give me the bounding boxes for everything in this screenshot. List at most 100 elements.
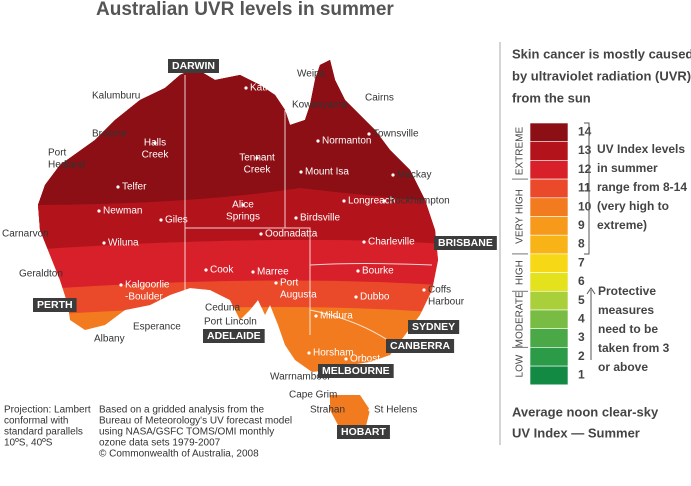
town-dot [13,272,17,276]
place-label: Kalgoorlie [125,280,170,291]
town-dot [382,199,386,203]
projection-note: 10ºS, 40ºS [4,438,53,449]
legend-swatch [529,141,569,161]
town-dot [102,241,106,245]
town-dot [342,199,346,203]
legend-swatch [529,216,569,236]
town-dot [354,295,358,299]
town-dot [307,351,311,355]
town-dot [367,132,371,136]
projection-note: standard parallels [4,427,83,438]
legend-swatch [529,328,569,348]
title: Australian UVR levels in summer [96,0,394,20]
legend-value: 4 [578,312,585,326]
place-label: Springs [226,212,260,223]
place-label: Port [280,278,299,289]
legend: Skin cancer is mostly caused by ultraviol… [512,46,691,440]
place-label: Newman [103,206,142,217]
source-note: ozone data sets 1979-2007 [99,438,221,449]
places: Kalumburu Katherine Weipa Kowanyama Cairns Br… [2,69,465,416]
legend-swatch [529,234,569,255]
capital-label: HOBART [341,426,386,438]
place-label: Kowanyama [292,100,347,111]
town-dot [241,203,245,207]
legend-swatch [529,365,569,386]
range-note: (very high to [597,199,669,213]
legend-value: 7 [578,255,585,269]
town-dot [274,281,278,285]
capital-label: DARWIN [172,60,215,72]
town-dot [422,288,426,292]
place-label: Mount Isa [305,167,349,178]
place-label: Bourke [362,266,394,277]
town-dot [316,139,320,143]
legend-swatch [529,178,569,199]
place-label: Tennant [239,153,275,164]
legend-caption: UV Index — Summer [512,425,640,440]
place-label: Halls [144,138,166,149]
place-label: Mildura [320,311,353,322]
place-label: Port Lincoln [204,317,257,328]
place-label: Birdsville [300,213,340,224]
place-label: Dubbo [360,292,390,303]
town-dot [88,337,92,341]
place-label: Broome [92,129,127,140]
capital-box [386,339,455,353]
state-borders [184,75,433,346]
protect-note: measures [598,303,654,317]
range-note: UV Index levels [597,142,685,156]
town-dot [42,151,46,155]
town-dot [259,232,263,236]
projection-note: conformal with [4,416,68,427]
place-label: Coffs [428,285,451,296]
place-label: Marree [257,267,289,278]
place-label: Orbost [350,354,380,365]
place-label: Creek [244,165,272,176]
capital-box [203,329,265,343]
place-label: Giles [165,215,188,226]
place-label: Harbour [428,297,465,308]
place-label: Telfer [122,182,147,193]
town-dot [294,216,298,220]
capital-box [318,364,394,378]
brackets [584,122,596,360]
place-label: Cairns [365,93,394,104]
source-note: using NASA/GSFC TOMS/OMI monthly [99,427,274,438]
legend-swatch [529,272,569,292]
town-dot [153,141,157,145]
capital-label: PERTH [37,299,73,311]
place-label: Hedland [48,160,85,171]
legend-value: 12 [578,162,592,176]
legend-swatch [529,290,569,311]
legend-heading: by ultraviolet radiation (UVR) [512,68,691,83]
capital-box [408,320,460,334]
source-note: Based on a gridded analysis from the [99,405,265,416]
town-dot [362,240,366,244]
capital-box [168,59,219,73]
place-label: Wiluna [108,238,139,249]
town-dot [314,314,318,318]
legend-heading: Skin cancer is mostly caused [512,46,691,61]
capital-box [337,425,390,439]
place-label: St Helens [374,405,417,416]
legend-value: 3 [578,330,585,344]
place-label: Rockhampton [388,196,450,207]
place-label: Mackay [397,170,431,181]
projection-note: Projection: Lambert [4,405,91,416]
place-label: Ceduna [205,303,240,314]
place-label: Albany [94,334,125,345]
protect-note: taken from 3 [598,341,670,355]
place-label: Port [48,148,67,159]
protect-note: need to be [598,322,658,336]
town-dot [198,320,202,324]
place-label: Townsville [373,129,419,140]
capital-box [33,298,77,312]
town-dot [304,408,308,412]
legend-value: 5 [578,293,585,307]
legend-heading: from the sun [512,90,591,105]
legend-value: 2 [578,349,585,363]
place-label: Normanton [322,136,371,147]
town-dot [368,408,372,412]
legend-value: 8 [578,237,585,251]
